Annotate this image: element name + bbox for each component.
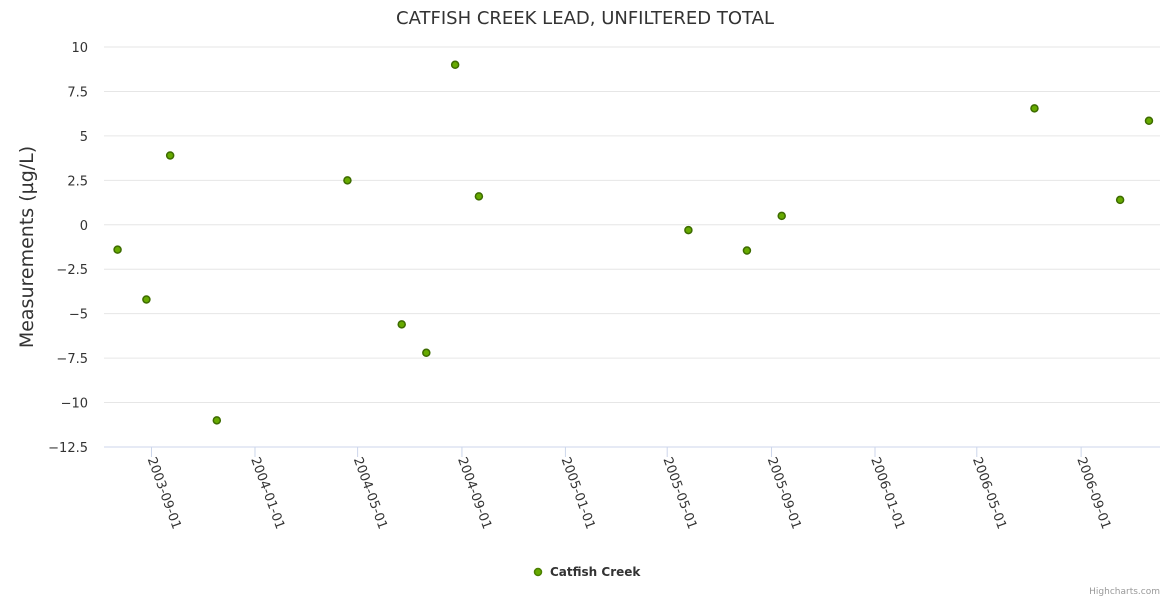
y-tick-label: −2.5 <box>56 263 88 278</box>
y-axis-label: Measurements (µg/L) <box>16 146 38 348</box>
data-point[interactable] <box>474 192 484 201</box>
y-tick-label: −7.5 <box>56 352 88 367</box>
data-point[interactable] <box>777 211 786 221</box>
credits-link[interactable]: Highcharts.com <box>1089 587 1160 597</box>
data-point[interactable] <box>142 295 151 304</box>
x-tick-label: 2005-01-01 <box>558 455 598 531</box>
x-tick-label: 2006-01-01 <box>867 455 907 531</box>
legend-marker-icon <box>533 567 543 577</box>
x-tick-label: 2005-09-01 <box>764 455 804 531</box>
legend-item-catfish-creek[interactable]: Catfish Creek <box>533 565 642 579</box>
y-tick-label: −12.5 <box>48 441 88 456</box>
y-tick-label: 7.5 <box>67 85 88 100</box>
x-tick-label: 2003-09-01 <box>144 455 184 531</box>
x-tick-label: 2004-01-01 <box>247 455 287 531</box>
data-point[interactable] <box>1115 195 1125 205</box>
x-axis: 2003-09-01 2004-01-01 2004-05-01 2004-09-01… <box>104 446 1160 531</box>
x-tick-label: 2006-09-01 <box>1073 455 1113 531</box>
legend-label: Catfish Creek <box>550 565 641 579</box>
y-tick-label: 5 <box>80 130 88 145</box>
data-points <box>113 60 1154 425</box>
y-tick-label: 0 <box>80 219 88 234</box>
data-point[interactable] <box>165 151 175 160</box>
chart-title: CATFISH CREEK LEAD, UNFILTERED TOTAL <box>396 8 774 29</box>
x-tick-label: 2004-05-01 <box>350 455 390 531</box>
x-tick-label: 2004-09-01 <box>454 455 494 531</box>
data-point[interactable] <box>422 348 431 358</box>
grid <box>104 46 1160 404</box>
data-point[interactable] <box>450 60 460 70</box>
data-point[interactable] <box>684 225 693 235</box>
y-tick-label: 2.5 <box>67 174 88 189</box>
y-tick-label: 10 <box>71 41 88 56</box>
data-point[interactable] <box>212 416 222 425</box>
data-point[interactable] <box>113 245 122 254</box>
y-tick-label: −5 <box>69 308 88 323</box>
data-point[interactable] <box>1144 116 1154 126</box>
data-point[interactable] <box>742 246 752 255</box>
data-point[interactable] <box>1030 104 1039 113</box>
data-point[interactable] <box>397 320 406 329</box>
x-tick-label: 2005-05-01 <box>659 455 699 531</box>
data-point[interactable] <box>343 176 352 185</box>
y-axis-ticks: 10 7.5 5 2.5 0 −2.5 −5 −7.5 −10 −12.5 <box>48 41 88 456</box>
y-tick-label: −10 <box>61 397 88 412</box>
x-tick-label: 2006-05-01 <box>969 455 1009 531</box>
